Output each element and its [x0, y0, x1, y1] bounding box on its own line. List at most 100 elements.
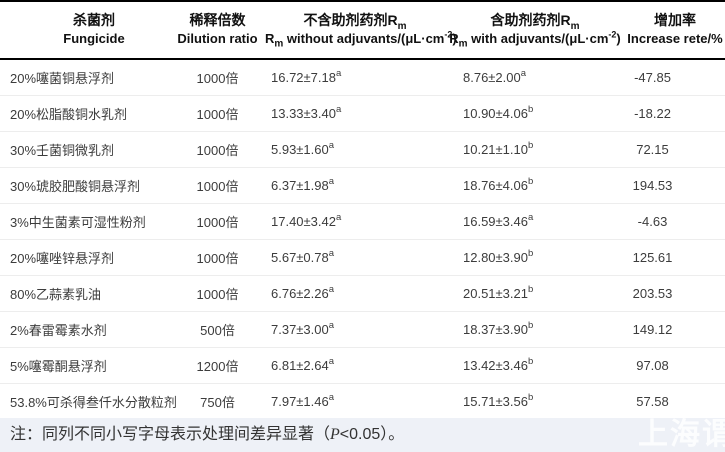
header-rm-without: 不含助剂药剂Rm Rm without adjuvants/(μL·cm-2): [265, 1, 457, 60]
rm-value: 5.67±0.78: [271, 250, 329, 265]
significance-letter: a: [328, 355, 335, 367]
significance-letter: a: [328, 283, 335, 295]
significance-letter: b: [527, 175, 534, 187]
footnote-p-symbol: P: [330, 426, 340, 443]
header-rm-without-zh: 不含助剂药剂Rm: [303, 11, 407, 32]
rm-without-adjuvants-value: 16.72±7.18a: [265, 59, 445, 96]
rm-value: 8.76±2.00: [463, 70, 521, 85]
table-body: 20%噻菌铜悬浮剂 1000倍 16.72±7.18a 8.76±2.00a -…: [0, 59, 725, 421]
dilution-ratio: 1000倍: [170, 167, 265, 204]
significance-letter: a: [328, 391, 335, 403]
dilution-ratio: 750倍: [170, 383, 265, 421]
rm-without-adjuvants-value: 7.97±1.46a: [265, 383, 445, 421]
header-rm-with: 含助剂药剂Rm Rm with adjuvants/(μL·cm-2): [445, 1, 625, 60]
rm-value: 7.97±1.46: [271, 394, 329, 409]
header-rm-without-en: Rm without adjuvants/(μL·cm-2): [265, 29, 457, 50]
significance-letter: b: [527, 247, 534, 259]
significance-letter: b: [527, 103, 534, 115]
rm-without-adjuvants-value: 6.76±2.26a: [265, 275, 445, 312]
header-increase-en: Increase rete/%: [627, 30, 723, 46]
rm-value: 15.71±3.56: [463, 394, 528, 409]
increase-rate-value: 203.53: [625, 275, 725, 312]
rm-value: 20.51±3.21: [463, 286, 528, 301]
table-row: 20%噻菌铜悬浮剂 1000倍 16.72±7.18a 8.76±2.00a -…: [0, 59, 725, 96]
significance-letter: a: [328, 139, 335, 151]
table-header: 杀菌剂 Fungicide 稀释倍数 Dilution ratio 不含助剂药剂…: [0, 1, 725, 60]
header-increase-zh: 增加率: [654, 11, 696, 28]
header-rm-with-zh: 含助剂药剂Rm: [490, 11, 580, 32]
rm-without-adjuvants-value: 6.81±2.64a: [265, 347, 445, 384]
rm-value: 6.81±2.64: [271, 358, 329, 373]
rm-without-adjuvants-value: 7.37±3.00a: [265, 311, 445, 348]
rm-value: 6.37±1.98: [271, 178, 329, 193]
dilution-ratio: 1000倍: [170, 95, 265, 132]
header-rm-with-en: Rm with adjuvants/(μL·cm-2): [449, 29, 621, 50]
fungicide-name: 20%噻唑锌悬浮剂: [0, 239, 170, 276]
rm-with-adjuvants-value: 18.76±4.06b: [445, 167, 625, 204]
rm-value: 6.76±2.26: [271, 286, 329, 301]
rm-value: 18.76±4.06: [463, 178, 528, 193]
rm-with-adjuvants-value: 16.59±3.46a: [445, 203, 625, 240]
significance-letter: b: [527, 283, 534, 295]
significance-letter: a: [335, 67, 342, 79]
header-fungicide-en: Fungicide: [63, 30, 125, 46]
dilution-ratio: 1000倍: [196, 71, 239, 86]
dilution-ratio: 1000倍: [170, 239, 265, 276]
rm-with-adjuvants-value: 10.90±4.06b: [445, 95, 625, 132]
rm-value: 13.33±3.40: [271, 106, 336, 121]
dilution-ratio: 500倍: [170, 311, 265, 348]
footnote-text-end: <0.05）。: [339, 426, 405, 443]
increase-rate-value: 149.12: [625, 311, 725, 348]
increase-rate-value: 97.08: [625, 347, 725, 384]
header-dilution-zh: 稀释倍数: [189, 11, 246, 28]
table-row: 3%中生菌素可湿性粉剂 1000倍 17.40±3.42a 16.59±3.46…: [0, 203, 725, 240]
increase-rate-value: 72.15: [625, 131, 725, 168]
rm-without-adjuvants-value: 6.37±1.98a: [265, 167, 445, 204]
fungicide-rm-table: 杀菌剂 Fungicide 稀释倍数 Dilution ratio 不含助剂药剂…: [0, 0, 725, 421]
table-row: 2%春雷霉素水剂 500倍 7.37±3.00a 18.37±3.90b 149…: [0, 311, 725, 348]
header-dilution: 稀释倍数 Dilution ratio: [170, 1, 265, 60]
rm-without-adjuvants-value: 17.40±3.42a: [265, 203, 445, 240]
increase-rate-value: -18.22: [625, 95, 725, 132]
table-row: 80%乙蒜素乳油 1000倍 6.76±2.26a 20.51±3.21b 20…: [0, 275, 725, 312]
header-fungicide-zh: 杀菌剂: [73, 11, 115, 28]
fungicide-name: 2%春雷霉素水剂: [0, 311, 170, 348]
significance-letter: a: [328, 247, 335, 259]
fungicide-name: 53.8%可杀得叁仟水分散粒剂: [0, 383, 177, 421]
increase-rate-value: 125.61: [625, 239, 725, 276]
header-increase-rate: 增加率 Increase rete/%: [625, 1, 725, 60]
dilution-ratio: 1000倍: [170, 203, 265, 240]
rm-with-adjuvants-value: 20.51±3.21b: [445, 275, 625, 312]
fungicide-name: 20%松脂酸铜水乳剂: [0, 95, 170, 132]
increase-rate-value: 57.58: [625, 383, 725, 421]
fungicide-name: 80%乙蒜素乳油: [0, 275, 170, 312]
rm-without-adjuvants-value: 5.67±0.78a: [265, 239, 445, 276]
table-footnote: 注：同列不同小写字母表示处理间差异显著（P<0.05）。: [0, 418, 725, 452]
significance-letter: b: [527, 355, 534, 367]
significance-letter: a: [328, 319, 335, 331]
significance-letter: b: [527, 139, 534, 151]
fungicide-name: 30%琥胶肥酸铜悬浮剂: [0, 167, 170, 204]
rm-value: 18.37±3.90: [463, 322, 528, 337]
rm-without-adjuvants-value: 5.93±1.60a: [265, 131, 445, 168]
significance-letter: a: [328, 175, 335, 187]
rm-with-adjuvants-value: 12.80±3.90b: [445, 239, 625, 276]
rm-with-adjuvants-value: 10.21±1.10b: [445, 131, 625, 168]
table-row: 20%松脂酸铜水乳剂 1000倍 13.33±3.40a 10.90±4.06b…: [0, 95, 725, 132]
header-dilution-en: Dilution ratio: [177, 30, 258, 46]
table-row: 30%壬菌铜微乳剂 1000倍 5.93±1.60a 10.21±1.10b 7…: [0, 131, 725, 168]
significance-letter: a: [335, 211, 342, 223]
header-fungicide: 杀菌剂 Fungicide: [0, 1, 170, 60]
rm-without-adjuvants-value: 13.33±3.40a: [265, 95, 445, 132]
rm-value: 10.90±4.06: [463, 106, 528, 121]
dilution-ratio: 1200倍: [170, 347, 265, 384]
fungicide-name: 30%壬菌铜微乳剂: [0, 131, 170, 168]
dilution-ratio: 1000倍: [170, 275, 265, 312]
rm-value: 16.72±7.18: [271, 70, 336, 85]
rm-with-adjuvants-value: 18.37±3.90b: [445, 311, 625, 348]
table-row: 30%琥胶肥酸铜悬浮剂 1000倍 6.37±1.98a 18.76±4.06b…: [0, 167, 725, 204]
table-row: 53.8%可杀得叁仟水分散粒剂 750倍 7.97±1.46a 15.71±3.…: [0, 383, 725, 421]
rm-value: 17.40±3.42: [271, 214, 336, 229]
rm-value: 12.80±3.90: [463, 250, 528, 265]
